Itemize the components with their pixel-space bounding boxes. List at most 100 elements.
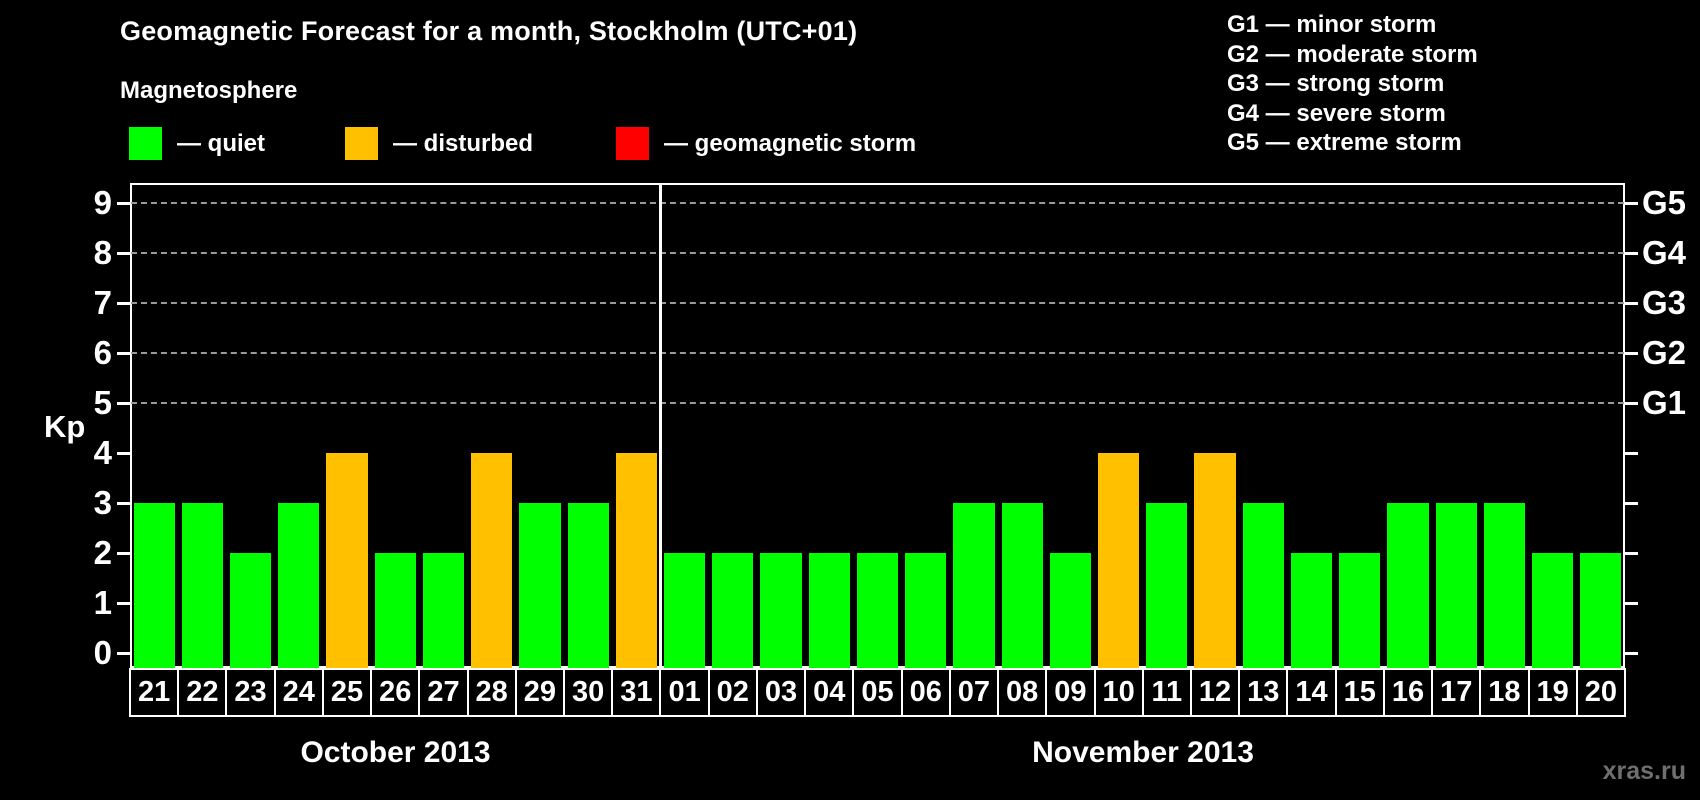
day-label-03: 03 [755,668,807,717]
kp-bar-day-11 [1146,503,1188,668]
day-label-08: 08 [997,668,1048,717]
y-tick-left [117,251,130,255]
g-scale-label-g4: G4 [1642,234,1687,271]
y-tick-left [117,401,130,405]
g-scale-label-g1: G1 [1642,384,1687,421]
day-label-04: 04 [804,668,855,717]
y-tick-label: 6 [93,334,112,371]
kp-bar-day-20 [1580,553,1622,668]
month-separator-line [658,183,662,668]
kp-bar-day-10 [1098,453,1140,668]
day-label-06: 06 [900,668,951,717]
y-tick-label: 7 [93,284,112,321]
disturbed-swatch-icon [345,127,378,160]
day-label-29: 29 [514,668,566,717]
kp-bar-day-06 [905,553,947,668]
kp-bar-day-30 [567,503,609,668]
y-tick-left [117,451,130,455]
day-label-16: 16 [1382,668,1434,717]
y-tick-left [117,651,130,655]
day-label-20: 20 [1575,668,1626,717]
g-scale-label-g2: G2 [1642,334,1687,371]
day-label-02: 02 [707,668,758,717]
kp-bar-day-26 [374,553,416,668]
gridline-kp9 [131,202,1624,204]
legend-item-quiet: — quiet [129,126,265,161]
y-tick-right [1625,401,1638,405]
storm-scale-legend-line: G2 — moderate storm [1227,40,1478,68]
magnetosphere-legend-heading: Magnetosphere [120,77,298,104]
g-scale-label-g5: G5 [1642,183,1687,221]
y-tick-label: 0 [93,634,112,671]
gridline-kp5 [131,402,1624,404]
month-label-november: November 2013 [1032,736,1254,769]
kp-bar-day-09 [1049,553,1091,668]
legend-item-label: — quiet [177,129,265,157]
y-tick-right [1625,201,1638,205]
kp-bar-day-28 [471,453,513,668]
day-label-13: 13 [1238,668,1289,717]
day-label-24: 24 [273,668,324,717]
kp-bar-day-07 [953,503,995,668]
y-tick-label: 3 [93,484,112,521]
kp-bar-day-05 [856,553,899,668]
kp-bar-day-13 [1242,503,1284,668]
day-label-01: 01 [659,668,710,717]
legend-item-label: — disturbed [393,129,534,157]
kp-bar-day-31 [615,453,657,668]
gridline-kp6 [131,352,1624,354]
day-label-10: 10 [1093,668,1144,717]
day-label-05: 05 [852,668,903,717]
kp-bar-day-16 [1387,503,1429,668]
day-label-14: 14 [1286,668,1337,717]
y-tick-right [1625,551,1638,555]
kp-bar-day-18 [1483,503,1526,668]
day-label-21: 21 [129,668,180,717]
day-label-23: 23 [225,668,276,717]
day-label-15: 15 [1334,668,1385,717]
kp-bar-day-02 [712,553,754,668]
day-label-17: 17 [1431,668,1482,717]
day-axis: 21 22 23 24 25 26 27 28 29 30 31 01 02 03 04 05 06 07 08 09… [129,668,1626,717]
y-tick-label: 1 [93,584,112,621]
day-label-18: 18 [1479,668,1530,717]
y-tick-left [117,201,130,205]
storm-scale-legend: G1 — minor storm G2 — moderate storm G3 — … [1227,10,1478,158]
kp-bar-day-19 [1532,553,1574,668]
day-label-22: 22 [177,668,228,717]
day-label-07: 07 [948,668,1000,717]
gridline-kp8 [131,252,1624,254]
day-label-31: 31 [611,668,662,717]
y-tick-right [1625,651,1638,655]
y-tick-left [117,351,130,355]
day-label-19: 19 [1527,668,1578,717]
chart-title: Geomagnetic Forecast for a month, Stockh… [120,16,858,46]
kp-bar-day-21 [133,503,175,668]
kp-bar-day-27 [422,553,465,668]
storm-scale-legend-line: G3 — strong storm [1227,70,1445,97]
legend-item-geomagnetic-storm: — geomagnetic storm [616,126,916,161]
kp-bar-day-25 [326,453,368,668]
day-label-27: 27 [418,668,469,717]
y-tick-right [1625,301,1638,305]
legend-item-label: — geomagnetic storm [664,129,917,157]
kp-bar-day-01 [663,553,706,668]
y-axis-title: Kp [44,409,86,444]
y-tick-left [117,551,130,555]
y-tick-left [117,601,130,605]
quiet-swatch-icon [129,127,162,160]
watermark: xras.ru [1602,757,1686,785]
month-label-october: October 2013 [300,736,491,769]
y-tick-label: 8 [93,234,112,271]
y-tick-right [1625,601,1638,605]
day-label-28: 28 [466,668,517,717]
day-label-30: 30 [563,668,614,717]
y-tick-right [1625,451,1638,455]
kp-bar-day-22 [181,503,223,668]
kp-bar-day-04 [808,553,850,668]
kp-bar-day-24 [278,503,320,668]
y-tick-left [117,501,130,505]
y-tick-right [1625,351,1638,355]
storm-scale-legend-line: G4 — severe storm [1227,99,1446,127]
